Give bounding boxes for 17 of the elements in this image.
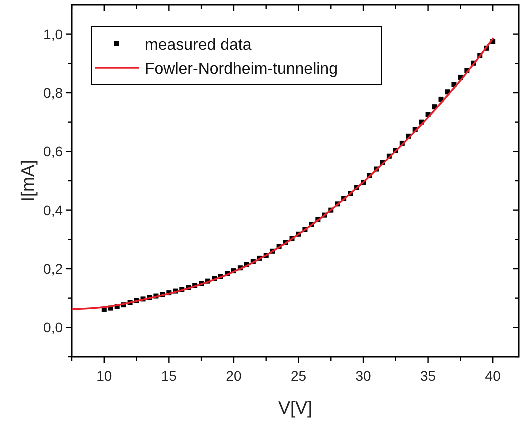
legend-label: measured data (145, 37, 252, 54)
y-tick-label: 0,2 (44, 261, 64, 277)
x-tick-label: 40 (485, 368, 502, 384)
x-tick-label: 25 (290, 368, 307, 384)
x-tick-label: 20 (226, 368, 242, 384)
x-tick-label: 15 (161, 368, 178, 384)
legend-label: Fowler-Nordheim-tunneling (145, 61, 338, 78)
y-tick-label: 0,4 (44, 202, 64, 218)
x-tick-label: 30 (356, 368, 372, 384)
y-tick-label: 1,0 (44, 26, 64, 42)
y-tick-label: 0,0 (44, 320, 64, 336)
y-axis-title: I[mA] (18, 160, 38, 202)
x-tick-label: 35 (420, 368, 436, 384)
y-tick-label: 0,8 (44, 85, 64, 101)
x-axis-title: V[V] (278, 398, 313, 418)
x-tick-label: 10 (96, 368, 112, 384)
y-tick-label: 0,6 (44, 144, 64, 160)
